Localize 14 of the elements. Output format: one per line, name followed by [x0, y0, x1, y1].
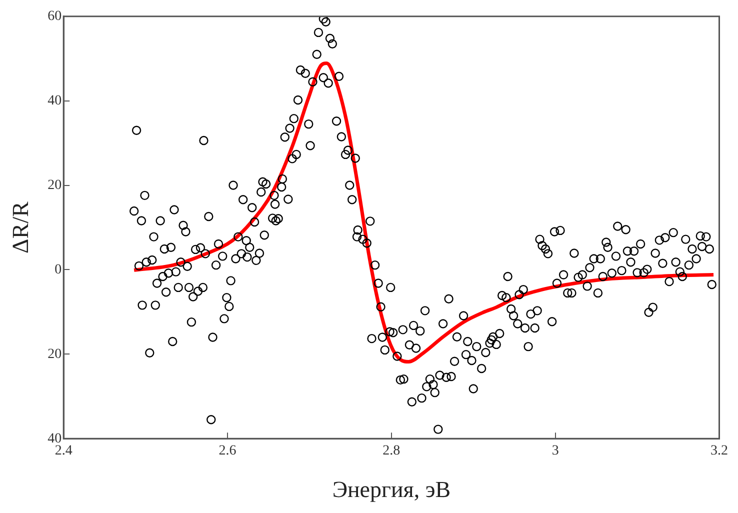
- y-tick-label: 20: [48, 346, 62, 362]
- y-axis-title: ΔR/R: [8, 200, 33, 254]
- y-tick-label: 20: [48, 178, 62, 193]
- x-tick-label: 2.6: [218, 444, 236, 459]
- y-tick-label: 0: [54, 262, 62, 278]
- y-tick-label: 60: [48, 9, 62, 24]
- y-tick-label: 40: [48, 94, 62, 109]
- x-tick-label: 2.8: [382, 444, 400, 459]
- x-axis-title: Энергия, эВ: [332, 477, 451, 502]
- line-series: [132, 62, 716, 364]
- x-tick-label: 2.4: [54, 444, 72, 459]
- x-tick-label: 3.2: [710, 444, 728, 459]
- y-tick-label: 40: [48, 431, 62, 446]
- x-tick-label: 3: [552, 444, 559, 459]
